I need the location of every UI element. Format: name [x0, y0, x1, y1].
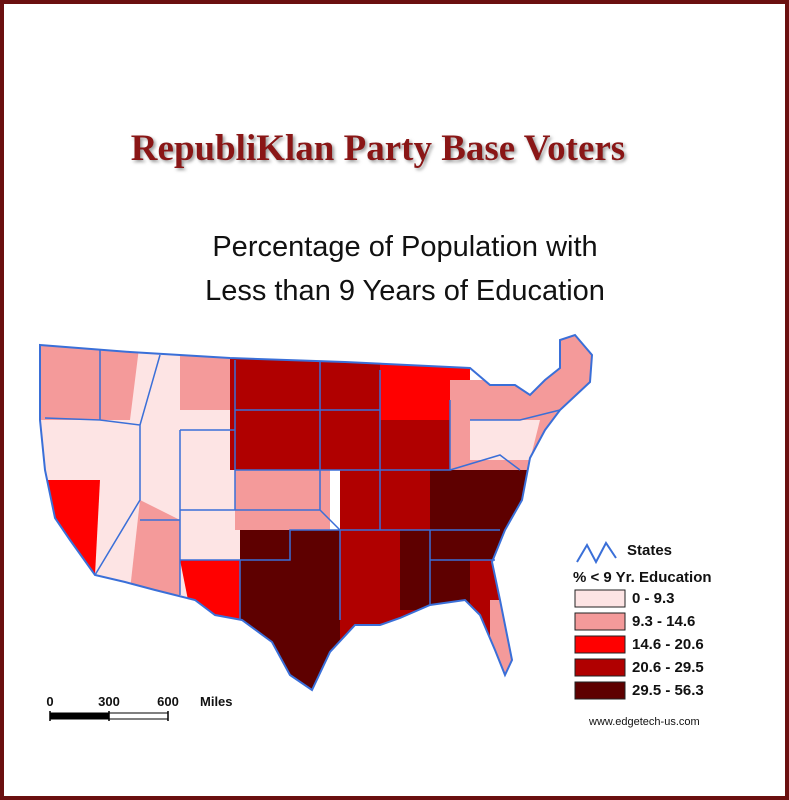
map-region [180, 355, 240, 410]
scale-bar: 0 300 600 Miles [46, 694, 233, 721]
map-region [400, 530, 470, 610]
map-region [470, 420, 540, 460]
legend-label: 14.6 - 20.6 [632, 636, 704, 653]
legend: States % < 9 Yr. Education 0 - 9.3 9.3 - … [573, 541, 712, 700]
legend-label: 20.6 - 29.5 [632, 659, 704, 676]
scale-label: 300 [98, 694, 120, 709]
scale-label: 0 [46, 694, 53, 709]
scale-unit: Miles [200, 694, 233, 709]
map-region [40, 480, 100, 575]
map-region [235, 470, 330, 530]
credit: www.edgetech-us.com [588, 716, 700, 728]
legend-swatch [574, 635, 626, 654]
legend-layer: States [627, 542, 672, 559]
legend-states-icon [576, 541, 617, 565]
scale-segment [50, 713, 109, 719]
legend-label: 29.5 - 56.3 [632, 682, 704, 699]
legend-label: 9.3 - 14.6 [632, 613, 695, 630]
legend-swatch [574, 612, 626, 631]
map-region [40, 340, 140, 420]
legend-swatch [574, 681, 626, 700]
state-lines [44, 350, 561, 620]
legend-field: % < 9 Yr. Education [573, 569, 712, 586]
legend-label: 0 - 9.3 [632, 590, 675, 607]
us-outline [39, 333, 594, 692]
title: RepubliKlan Party Base Voters [131, 128, 625, 169]
subtitle: Percentage of Population with [212, 231, 597, 263]
legend-swatch [574, 589, 626, 608]
map-region [130, 500, 180, 600]
map-region [230, 335, 340, 470]
scale-label: 600 [157, 694, 179, 709]
legend-swatch [574, 658, 626, 677]
map-region [380, 360, 470, 420]
subtitle: Less than 9 Years of Education [205, 275, 605, 307]
